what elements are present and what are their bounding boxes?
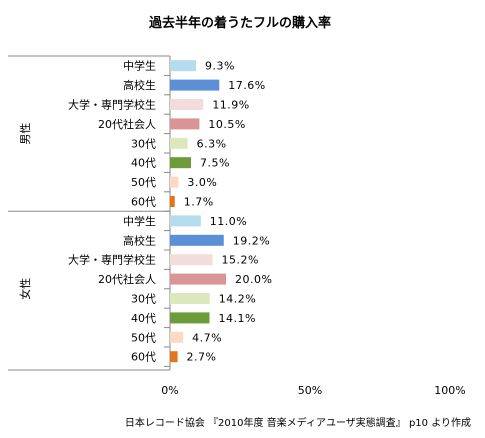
data-label: 1.7% [184,196,214,209]
data-label: 11.9% [212,99,249,112]
data-label: 4.7% [192,331,222,344]
data-label: 9.3% [205,60,235,73]
category-label: 大学・専門学校生 [68,253,156,267]
data-label: 7.5% [200,157,230,170]
bar [170,99,204,110]
bar [170,137,188,149]
bar [170,157,191,169]
data-label: 10.5% [208,118,245,131]
data-label: 2.7% [187,351,217,364]
category-label: 30代 [131,137,156,150]
group-label: 男性 [18,123,32,145]
bar [170,176,179,188]
chart-title: 過去半年の着うたフルの購入率 [148,15,331,31]
data-label: 19.2% [233,234,270,247]
bar [170,196,175,207]
x-tick-label: 50% [298,384,322,397]
category-label: 20代社会人 [98,272,156,286]
category-label: 60代 [131,351,156,364]
category-label: 40代 [131,312,156,325]
bar [170,118,200,130]
x-tick-label: 100% [434,384,465,397]
bar [170,293,210,304]
bar [170,273,226,285]
category-label: 40代 [131,157,156,170]
bar [170,215,201,227]
bar [170,79,220,91]
category-label: 中学生 [123,59,156,73]
data-label: 3.0% [187,176,217,189]
category-label: 30代 [131,293,156,306]
data-label: 17.6% [228,79,265,92]
data-label: 6.3% [197,137,227,150]
category-label: 50代 [131,331,156,344]
category-label: 中学生 [123,214,156,228]
bar [170,254,213,266]
data-label: 14.2% [219,293,256,306]
group-label: 女性 [18,278,32,300]
category-label: 20代社会人 [98,117,156,131]
category-label: 60代 [131,196,156,209]
category-label: 高校生 [123,78,156,92]
data-label: 14.1% [218,312,255,325]
category-label: 大学・専門学校生 [68,98,156,112]
category-label: 50代 [131,176,156,189]
data-label: 15.2% [222,254,259,267]
data-label: 11.0% [210,215,247,228]
bar [170,312,210,324]
bar [170,331,184,343]
bar [170,60,197,72]
data-label: 20.0% [235,273,272,286]
bar [170,234,224,246]
category-label: 高校生 [123,233,156,247]
x-tick-label: 0% [161,384,178,397]
bar [170,351,178,363]
source-note: 日本レコード協会 『2010年度 音楽メディアユーザ実態調査』 p10 より作成 [124,418,471,429]
